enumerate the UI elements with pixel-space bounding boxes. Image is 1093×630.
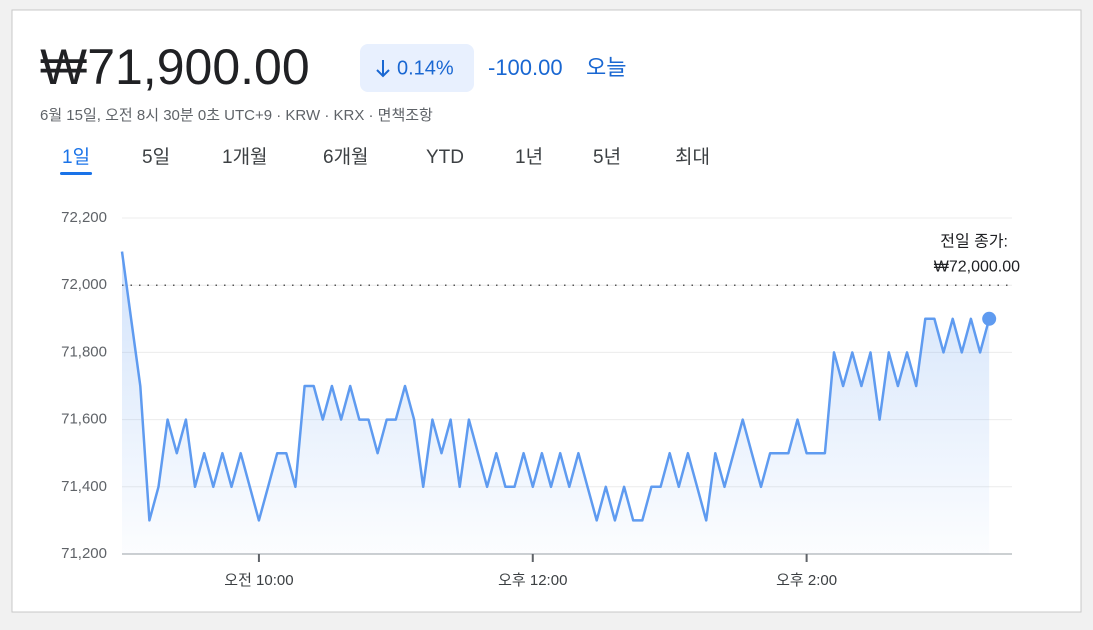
change-value: -100.00 [488, 55, 563, 80]
tab[interactable]: 5일 [142, 146, 170, 168]
y-tick-label: 72,000 [61, 276, 107, 293]
tab[interactable]: YTD [426, 147, 464, 168]
y-tick-label: 71,800 [61, 343, 107, 360]
change-pill [360, 44, 474, 92]
change-period: 오늘 [586, 55, 626, 80]
chart: 71,200 71,400 71,600 71,800 72,000 72,200 오전 1… [61, 209, 1020, 589]
y-tick-label: 71,400 [61, 478, 107, 495]
tab-indicator [60, 172, 93, 175]
previous-close-label: 전일 종가: [940, 232, 1008, 250]
tab[interactable]: 6개월 [323, 146, 369, 168]
last-point [982, 311, 997, 326]
change-percent: 0.14% [397, 57, 454, 79]
price: ₩71,900.00 [40, 39, 310, 95]
x-tick-label: 오전 10:00 [224, 572, 293, 589]
tab[interactable]: 최대 [675, 146, 710, 168]
y-tick-label: 71,200 [61, 545, 107, 562]
y-tick-label: 71,600 [61, 411, 107, 428]
subtitle: 6월 15일, 오전 8시 30분 0초 UTC+9 · KRW · KRX ·… [40, 107, 433, 124]
tab[interactable]: 1일 [62, 146, 90, 168]
area [122, 251, 990, 554]
previous-close-value: ₩72,000.00 [934, 258, 1020, 275]
tabs: 1일 5일 1개월 6개월 YTD 1년 5년 최대 [60, 146, 710, 175]
tab[interactable]: 1개월 [222, 146, 268, 168]
down-arrow [376, 60, 390, 78]
x-tick-label: 오후 2:00 [776, 572, 837, 589]
price-line [120, 251, 991, 522]
tab[interactable]: 5년 [593, 146, 621, 168]
tab[interactable]: 1년 [515, 146, 543, 168]
y-tick-label: 72,200 [61, 209, 107, 226]
x-tick-label: 오후 12:00 [498, 572, 567, 589]
